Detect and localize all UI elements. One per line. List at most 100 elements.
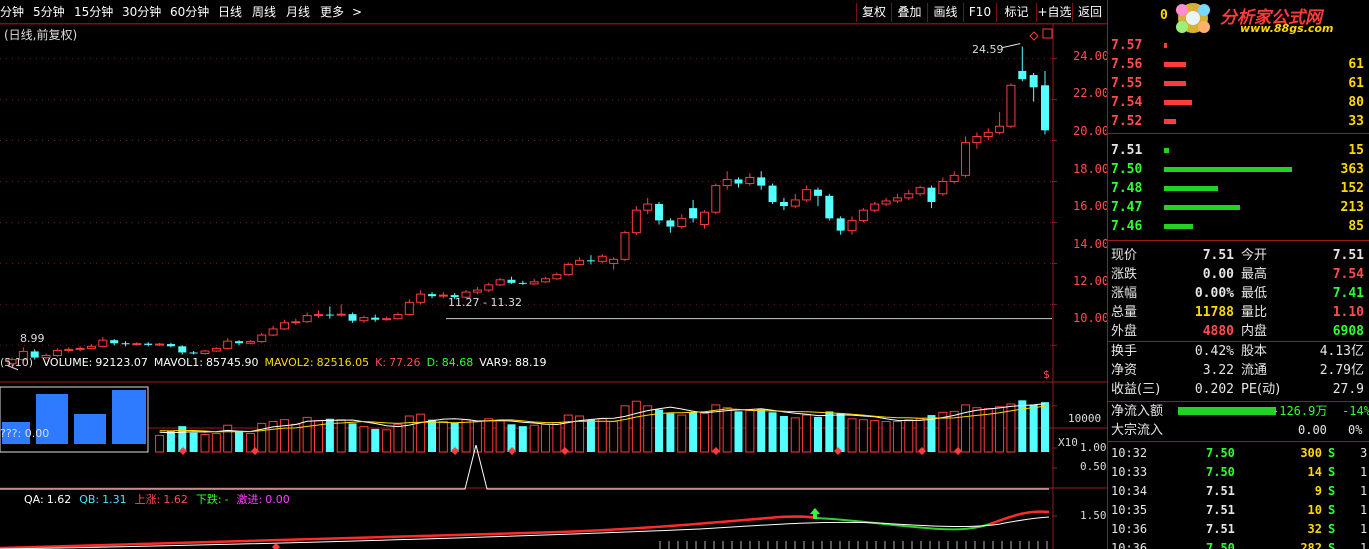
candle-body	[461, 291, 471, 298]
indicator3-item-value: 1.62	[163, 493, 188, 506]
y-axis-label: 16.00	[1073, 199, 1110, 213]
candle-body	[779, 201, 788, 207]
candlestick-chart[interactable]	[0, 24, 1107, 549]
candle-body	[472, 289, 482, 293]
tick-row[interactable]: 10:35 7.51 10 S 1	[1108, 501, 1369, 520]
candle-body	[518, 282, 527, 284]
candle-body	[552, 274, 562, 280]
order-volume: 61	[1348, 76, 1364, 91]
volume-bar	[461, 419, 471, 453]
volume-bar	[961, 404, 971, 453]
volume-bar	[257, 422, 267, 453]
tick-row[interactable]: 10:36 7.51 32 S 1	[1108, 520, 1369, 539]
tick-side: S	[1328, 446, 1336, 460]
candle-body	[268, 328, 278, 336]
candle-body	[382, 318, 392, 321]
stats-row: 总量 11788 量比 1.10	[1108, 303, 1369, 322]
tick-volume: 10	[1307, 503, 1322, 517]
volume-bar	[371, 428, 380, 452]
candle-body	[915, 187, 925, 195]
stats2-row: 换手 0.42% 股本 4.13亿	[1108, 342, 1369, 361]
order-price: 7.50	[1111, 162, 1143, 177]
indicator3-axis-label: 1.50	[1080, 509, 1107, 522]
bid-row[interactable]: 7.50 363	[1108, 160, 1369, 179]
stat-value: 1.10	[1332, 305, 1364, 320]
stat-value: 27.9	[1332, 382, 1364, 397]
y-axis-label: 10.00	[1073, 311, 1110, 325]
tick-row[interactable]: 10:33 7.50 14 S 1	[1108, 463, 1369, 482]
volume-bar	[552, 421, 562, 453]
volume-params: (5,10)	[0, 356, 34, 369]
volume-item-label: MAVOL2:	[264, 356, 314, 369]
bid-row[interactable]: 7.46 85	[1108, 217, 1369, 236]
draw-line-button[interactable]: 画线	[927, 3, 963, 22]
order-volume-bar	[1164, 81, 1186, 86]
bid-row[interactable]: 7.51 15	[1108, 141, 1369, 160]
candle-body	[223, 340, 233, 349]
candle-body	[575, 259, 585, 265]
candle-body	[393, 314, 403, 320]
volume-bar	[847, 418, 857, 453]
ask-row[interactable]: 7.55 61	[1108, 74, 1369, 93]
low-marker	[7, 365, 19, 371]
restore-rights-button[interactable]: 复权	[856, 3, 891, 22]
period-30min[interactable]: 30分钟	[122, 5, 162, 19]
tick-volume: 9	[1314, 484, 1322, 498]
tick-side: S	[1328, 522, 1336, 536]
mark-button[interactable]: 标记	[996, 3, 1036, 22]
stat-value: 7.41	[1332, 286, 1364, 301]
candle-body	[858, 209, 868, 221]
period-5min[interactable]: 5分钟	[33, 5, 65, 19]
candle-body	[1041, 85, 1049, 131]
stat-label: 股本	[1241, 344, 1268, 359]
tick-row[interactable]: 10:36 7.50 282 S 1	[1108, 539, 1369, 549]
overlay-button[interactable]: 叠加	[891, 3, 927, 22]
tick-row[interactable]: 10:32 7.50 300 S 3	[1108, 444, 1369, 463]
period-more[interactable]: 更多	[320, 5, 345, 19]
order-volume: 85	[1348, 219, 1364, 234]
candle-body	[689, 208, 698, 219]
ask-row[interactable]: 7.57	[1108, 36, 1369, 55]
ask-row[interactable]: 7.54 80	[1108, 93, 1369, 112]
period-60min[interactable]: 60分钟	[170, 5, 210, 19]
period-15min[interactable]: 15分钟	[74, 5, 114, 19]
indicator3-header: QA: 1.62 QB: 1.31 上涨: 1.62 下跌: - 激进: 0.00	[24, 491, 290, 507]
period-weekly[interactable]: 周线	[252, 5, 277, 19]
chevron-right-icon[interactable]: >	[352, 5, 363, 19]
tick-row[interactable]: 10:34 7.51 9 S 1	[1108, 482, 1369, 501]
bid-row[interactable]: 7.47 213	[1108, 198, 1369, 217]
f10-button[interactable]: F10	[963, 3, 996, 22]
candle-body	[529, 281, 539, 285]
tick-price: 7.51	[1206, 522, 1235, 536]
period-monthly[interactable]: 月线	[286, 5, 311, 19]
candle-body	[75, 347, 85, 350]
tick-volume: 32	[1307, 522, 1322, 536]
candle-body	[416, 293, 426, 303]
back-button[interactable]: 返回	[1072, 3, 1107, 22]
volume-bar	[972, 407, 982, 453]
indicator3-item-label: 激进:	[236, 493, 263, 506]
period-daily[interactable]: 日线	[218, 5, 243, 19]
ask-row[interactable]: 7.52 33	[1108, 112, 1369, 131]
period-1min[interactable]: 分钟	[0, 5, 25, 19]
ask-row[interactable]: 7.56 61	[1108, 55, 1369, 74]
candle-body	[211, 347, 221, 352]
bid-row[interactable]: 7.48 152	[1108, 179, 1369, 198]
candle-body	[302, 315, 312, 323]
volume-bar	[609, 421, 619, 453]
indicator3-item-label: QB:	[79, 493, 100, 506]
candle-body	[563, 263, 573, 276]
candle-body	[18, 350, 28, 361]
volume-bar	[597, 418, 607, 453]
candle-body	[86, 345, 96, 349]
stat-value: 3.22	[1202, 363, 1234, 378]
volume-bar	[404, 415, 414, 453]
mavol1-line	[159, 403, 1046, 434]
add-watchlist-button[interactable]: +自选	[1036, 3, 1072, 22]
volume-bar	[643, 405, 653, 453]
y-axis-label: 20.00	[1073, 124, 1110, 138]
volume-item-value: 92123.07	[95, 356, 148, 369]
stat-value: 0.00	[1202, 267, 1234, 282]
indicator3-item-value: 1.31	[102, 493, 127, 506]
tick-count: 1	[1360, 541, 1368, 549]
